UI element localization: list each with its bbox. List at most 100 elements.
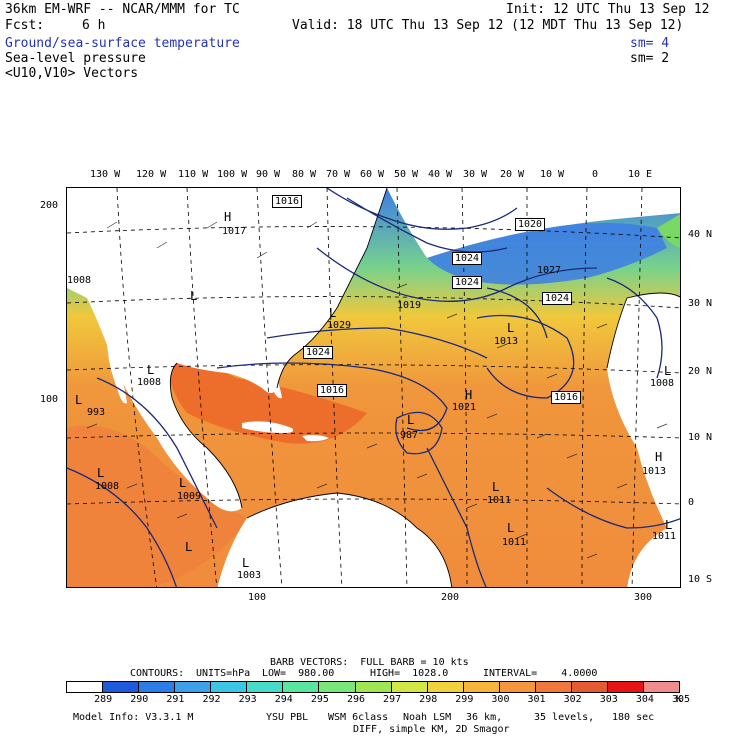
lon-label: 0 — [592, 169, 599, 180]
grid-y-label: 100 — [40, 394, 59, 405]
diffusion: DIFF, simple KM, 2D Smagor — [353, 724, 510, 735]
contours-label: CONTOURS: — [130, 668, 185, 679]
pressure-label: 1016 — [272, 195, 303, 208]
colorbar — [66, 681, 680, 693]
colorbar-label: 297 — [383, 694, 402, 705]
colorbar-swatch — [462, 682, 499, 692]
lon-label: 60 W — [360, 169, 385, 180]
colorbar-label: 305 — [672, 694, 691, 705]
wind-barbs — [86, 221, 668, 559]
pressure-label: 1020 — [515, 218, 546, 231]
pressure-label: 1016 — [551, 391, 582, 404]
pressure-label: 1003 — [237, 570, 262, 581]
low-marker: L — [507, 321, 515, 335]
colorbar-swatch — [67, 682, 103, 692]
contours-interval: INTERVAL= 4.0000 — [483, 668, 598, 679]
colorbar-swatch — [643, 682, 680, 692]
lat-label: 10 S — [688, 574, 713, 585]
grid-x-label: 200 — [441, 592, 460, 603]
lon-label: 10 E — [628, 169, 653, 180]
model-title: 36km EM-WRF -- NCAR/MMM for TC — [5, 2, 240, 17]
field-vectors: <U10,V10> Vectors — [5, 66, 139, 81]
pressure-label: 1013 — [642, 466, 667, 477]
contours-low: LOW= 980.00 — [262, 668, 335, 679]
lat-label: 0 — [688, 497, 695, 508]
low-marker: L — [185, 540, 193, 554]
pressure-label: 1024 — [303, 346, 334, 359]
lon-label: 130 W — [90, 169, 121, 180]
low-marker: L — [492, 480, 500, 494]
barb-vectors-line: BARB VECTORS: FULL BARB = 10 kts — [270, 657, 469, 668]
forecast-hours: 6 h — [82, 18, 106, 33]
coastlines — [169, 188, 680, 587]
low-marker: L — [665, 518, 673, 532]
weather-map: 1016 1019 1024 1027 1024 1024 1029 1020 … — [66, 187, 681, 588]
field-slp-sm: sm= 2 — [630, 51, 670, 66]
land-cuba — [242, 421, 294, 433]
field-ground-temp: Ground/sea-surface temperature — [5, 36, 240, 51]
lat-label: 40 N — [688, 229, 713, 240]
colorbar-label: 290 — [130, 694, 149, 705]
colorbar-label: 302 — [563, 694, 582, 705]
land-africa — [607, 293, 680, 587]
pressure-label: 1021 — [452, 402, 477, 413]
lon-label: 70 W — [326, 169, 351, 180]
pressure-label: 1011 — [652, 531, 677, 542]
colorbar-swatch — [606, 682, 643, 692]
lon-label: 110 W — [178, 169, 209, 180]
lon-label: 120 W — [136, 169, 167, 180]
colorbar-label: 289 — [94, 694, 113, 705]
grid-x-label: 100 — [248, 592, 267, 603]
colorbar-swatch — [426, 682, 463, 692]
colorbar-label: 304 — [635, 694, 654, 705]
lon-label: 90 W — [256, 169, 281, 180]
contours-units: UNITS=hPa — [196, 668, 251, 679]
colorbar-swatch — [138, 682, 175, 692]
lon-label: 20 W — [500, 169, 525, 180]
colorbar-label: 291 — [166, 694, 185, 705]
colorbar-swatch — [534, 682, 571, 692]
colorbar-label: 292 — [202, 694, 221, 705]
low-marker: L — [507, 521, 515, 535]
colorbar-swatch — [570, 682, 607, 692]
low-marker: L — [97, 466, 105, 480]
pressure-label: 1024 — [452, 252, 483, 265]
colorbar-label: 300 — [491, 694, 510, 705]
colorbar-label: 294 — [274, 694, 293, 705]
land-florida — [266, 363, 282, 399]
lon-label: 80 W — [292, 169, 317, 180]
colorbar-label: 303 — [599, 694, 618, 705]
pressure-label: 1029 — [327, 320, 352, 331]
colorbar-swatch — [282, 682, 319, 692]
pressure-contours — [67, 188, 680, 587]
low-marker: L — [242, 556, 250, 570]
pressure-label: 1008 — [67, 275, 92, 286]
pressure-label: 1013 — [494, 336, 519, 347]
timestep: 180 sec — [612, 712, 655, 723]
colorbar-label: 296 — [346, 694, 365, 705]
land-north-america — [67, 188, 387, 512]
pressure-label: 1027 — [537, 265, 562, 276]
lat-label: 20 N — [688, 366, 713, 377]
pressure-label: 1011 — [487, 495, 512, 506]
low-marker: L — [407, 413, 415, 427]
colorbar-swatch — [498, 682, 535, 692]
init-time: Init: 12 UTC Thu 13 Sep 12 — [506, 2, 710, 17]
pressure-label: 1016 — [317, 384, 348, 397]
colorbar-label: 295 — [310, 694, 329, 705]
valid-time: Valid: 18 UTC Thu 13 Sep 12 (12 MDT Thu … — [292, 18, 684, 33]
colorbar-swatch — [318, 682, 355, 692]
ocean-pacific — [67, 425, 247, 587]
high-marker: H — [655, 450, 663, 464]
colorbar-unit: K — [676, 694, 683, 705]
pressure-label: 1008 — [95, 481, 120, 492]
colorbar-swatch — [210, 682, 247, 692]
colorbar-swatch — [354, 682, 391, 692]
pressure-label: 1011 — [502, 537, 527, 548]
colorbar-label: 298 — [419, 694, 438, 705]
micro-scheme: WSM 6class — [328, 712, 389, 723]
land-hispaniola — [302, 434, 329, 442]
lat-label: 30 N — [688, 298, 713, 309]
colorbar-label: 293 — [238, 694, 257, 705]
lsm-scheme: Noah LSM — [403, 712, 452, 723]
